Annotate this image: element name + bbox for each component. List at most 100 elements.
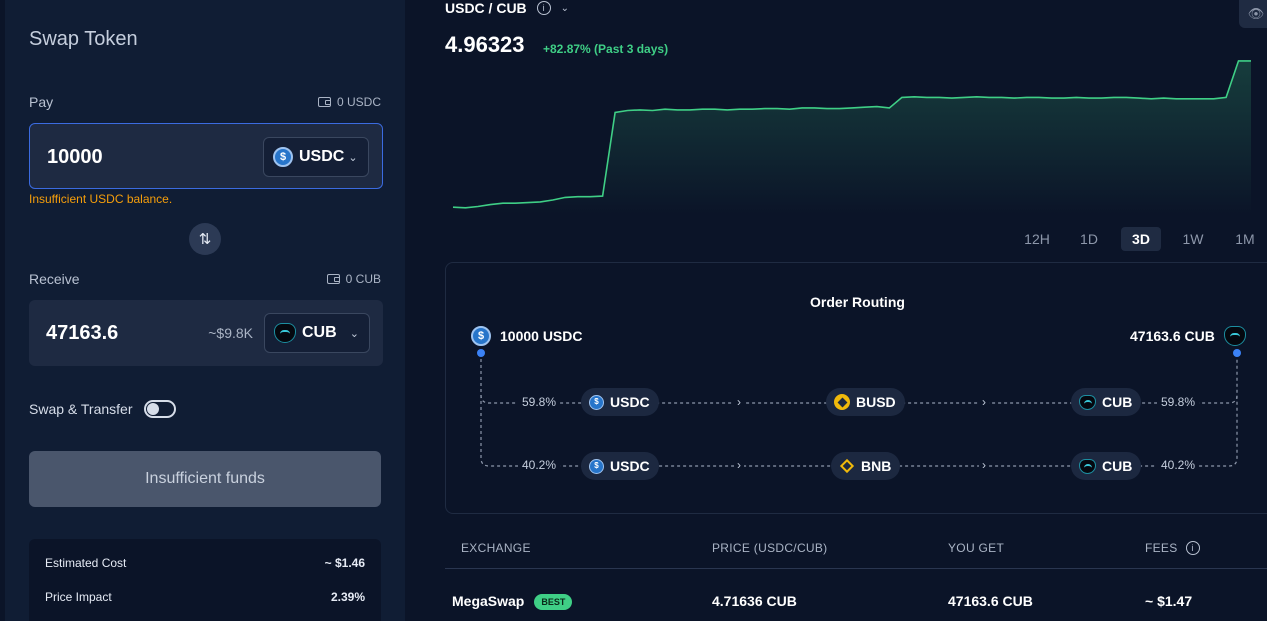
receive-balance-value: 0 CUB [345, 272, 381, 286]
table-header-fees[interactable]: FEES i [1145, 541, 1200, 555]
price-line [452, 60, 1251, 209]
info-icon[interactable]: i [536, 1, 551, 15]
route-destination: 47163.6 CUB [1130, 326, 1246, 346]
table-row-fees: ~ $1.47 [1145, 593, 1193, 609]
pay-token-name: USDC [299, 148, 345, 165]
bnb-icon [839, 458, 855, 474]
receive-input-box[interactable]: 47163.6 ~$9.8K CUB ⌄ [29, 300, 383, 366]
route-hop: $ USDC [581, 388, 659, 416]
swap-transfer-toggle[interactable] [144, 400, 176, 418]
usdc-icon: $ [589, 394, 604, 410]
swap-transfer-label: Swap & Transfer [29, 401, 133, 417]
timeframe-selector: 12H 1D 3D 1W 1M [1011, 227, 1267, 251]
timeframe-1w[interactable]: 1W [1182, 231, 1204, 247]
cub-icon [1079, 458, 1096, 474]
cub-icon [1223, 326, 1246, 346]
current-price: 4.96323 [445, 32, 525, 57]
route-destination-amount: 47163.6 CUB [1130, 328, 1215, 344]
timeframe-1m[interactable]: 1M [1235, 231, 1255, 247]
hop-token: BNB [861, 458, 892, 474]
route-source-amount: 10000 USDC [500, 328, 583, 344]
wallet-icon [317, 97, 331, 107]
estimated-cost-row: Estimated Cost ~ $1.46 [45, 556, 365, 570]
timeframe-12h[interactable]: 12H [1024, 231, 1050, 247]
hop-token: USDC [610, 458, 650, 474]
usdc-icon: $ [273, 147, 293, 167]
exchange-name: MegaSwap [452, 593, 525, 609]
pay-token-select[interactable]: $ USDC ⌄ [263, 137, 369, 177]
cub-icon [1079, 394, 1096, 410]
pay-input-box[interactable]: 10000 $ USDC ⌄ [29, 123, 383, 189]
price-impact-value: 2.39% [330, 590, 365, 604]
hop-token: USDC [610, 394, 650, 410]
fees-header-label: FEES [1145, 541, 1178, 555]
hop-token: CUB [1102, 394, 1133, 410]
route-share: 59.8% [518, 395, 561, 409]
timeframe-3d[interactable]: 3D [1121, 227, 1161, 251]
price-chart [452, 60, 1251, 215]
receive-label: Receive [29, 271, 80, 287]
route-share: 40.2% [518, 458, 561, 472]
swap-arrows-icon: ⇅ [198, 231, 212, 248]
route-hop: BUSD [826, 388, 905, 416]
hop-token: BUSD [856, 394, 896, 410]
receive-balance: 0 CUB [326, 272, 381, 286]
receive-usd-estimate: ~$9.8K [208, 325, 253, 341]
hop-token: CUB [1102, 458, 1133, 474]
wallet-icon [326, 274, 340, 284]
timeframe-1d[interactable]: 1D [1080, 231, 1098, 247]
table-row-you-get: 47163.6 CUB [948, 593, 1033, 609]
pay-error-message: Insufficient USDC balance. [29, 192, 173, 206]
table-divider [445, 568, 1267, 569]
route-hop: $ USDC [581, 452, 659, 480]
cost-summary: Estimated Cost ~ $1.46 Price Impact 2.39… [29, 539, 381, 621]
route-hop: BNB [831, 452, 901, 480]
table-header-exchange[interactable]: EXCHANGE [461, 541, 531, 555]
price-impact-label: Price Impact [45, 590, 112, 604]
table-row-exchange[interactable]: MegaSwap BEST [452, 593, 573, 611]
chevron-down-icon: ⌄ [348, 151, 358, 164]
chevron-right-icon: › [734, 458, 744, 472]
chevron-right-icon: › [979, 395, 989, 409]
pay-amount-input[interactable]: 10000 [47, 146, 103, 168]
receive-token-select[interactable]: CUB ⌄ [264, 313, 370, 353]
price-impact-row: Price Impact 2.39% [45, 590, 365, 604]
busd-icon [834, 394, 850, 410]
route-hop: CUB [1071, 388, 1142, 416]
switch-tokens-button[interactable]: ⇅ [189, 223, 221, 255]
receive-amount: 47163.6 [46, 322, 119, 344]
route-share: 40.2% [1157, 458, 1200, 472]
usdc-icon: $ [471, 326, 491, 346]
chevron-down-icon: ⌄ [349, 327, 359, 340]
pay-label: Pay [29, 94, 54, 110]
cost-label: Estimated Cost [45, 556, 127, 570]
pair-name: USDC / CUB [445, 0, 527, 16]
swap-panel: Swap Token Pay 0 USDC 10000 $ USDC ⌄ Ins… [5, 0, 405, 621]
pair-header[interactable]: USDC / CUB i ⌄ [445, 0, 569, 16]
usdc-icon: $ [589, 458, 604, 474]
chevron-right-icon: › [734, 395, 744, 409]
table-row-price: 4.71636 CUB [712, 593, 797, 609]
insufficient-funds-button[interactable]: Insufficient funds [29, 451, 381, 507]
cost-value: ~ $1.46 [324, 556, 365, 570]
cub-icon [274, 323, 296, 343]
price-area [453, 60, 1251, 215]
chevron-down-icon[interactable]: ⌄ [560, 2, 570, 14]
price-change: +82.87% (Past 3 days) [543, 42, 669, 56]
info-icon[interactable]: i [1185, 541, 1200, 555]
pay-balance-value: 0 USDC [336, 95, 381, 109]
receive-token-name: CUB [302, 324, 337, 341]
table-header-you-get[interactable]: YOU GET [948, 541, 1005, 555]
pay-balance: 0 USDC [317, 95, 381, 109]
eye-off-icon: 👁 [1247, 6, 1265, 21]
swap-title: Swap Token [29, 28, 138, 50]
route-source: $ 10000 USDC [471, 326, 583, 346]
route-hop: CUB [1071, 452, 1142, 480]
chevron-right-icon: › [979, 458, 989, 472]
routing-title: Order Routing [810, 294, 905, 310]
hide-chart-button[interactable]: 👁 [1239, 0, 1267, 28]
best-badge: BEST [534, 594, 573, 611]
route-share: 59.8% [1157, 395, 1200, 409]
table-header-price[interactable]: PRICE (USDC/CUB) [712, 541, 828, 555]
order-routing-panel: Order Routing $ 10000 USDC 47163.6 CUB 5… [445, 262, 1267, 514]
